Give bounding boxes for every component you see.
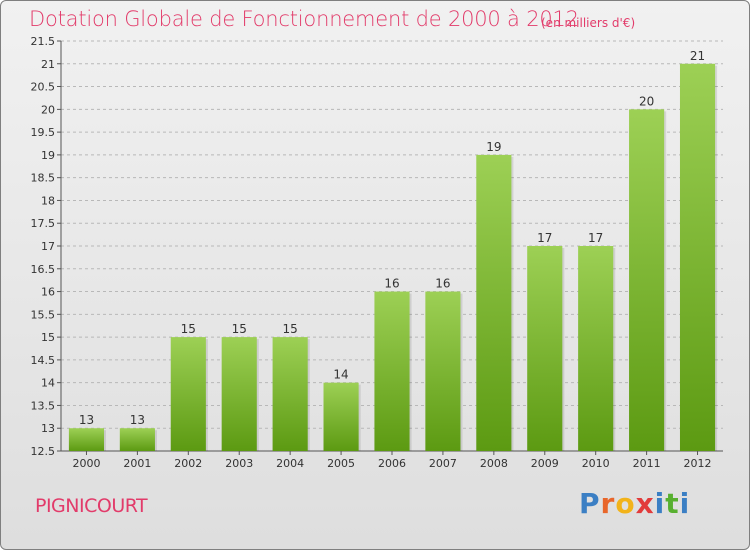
data-label: 16 xyxy=(384,277,399,291)
bar xyxy=(425,291,461,451)
bar xyxy=(527,246,563,451)
data-label: 17 xyxy=(537,231,552,245)
y-tick-label: 13 xyxy=(41,422,55,435)
x-tick-label: 2007 xyxy=(429,457,457,470)
y-tick-label: 21.5 xyxy=(31,35,56,48)
y-tick-label: 14 xyxy=(41,377,55,390)
data-label: 21 xyxy=(690,49,705,63)
logo-letter: P xyxy=(579,487,601,520)
y-tick-label: 17.5 xyxy=(31,217,56,230)
y-tick-label: 12.5 xyxy=(31,445,56,458)
bars xyxy=(68,63,718,452)
logo-letter: i xyxy=(654,487,666,520)
logo-letter: r xyxy=(600,487,616,520)
x-tick-labels: 2000 2001 2002 2003 2004 2005 2006 2007 2008 2009… xyxy=(72,457,711,470)
bar xyxy=(170,337,206,451)
x-tick-label: 2005 xyxy=(327,457,355,470)
chart-subtitle: (en milliers d'€) xyxy=(541,16,636,30)
data-label: 19 xyxy=(486,140,501,154)
x-tick-label: 2011 xyxy=(633,457,661,470)
x-tick-label: 2009 xyxy=(531,457,559,470)
bar xyxy=(272,337,308,451)
data-label: 15 xyxy=(181,322,196,336)
logo-letter: t xyxy=(665,487,680,520)
x-tick-label: 2010 xyxy=(582,457,610,470)
bar xyxy=(629,109,665,451)
y-tick-label: 20.5 xyxy=(31,81,56,94)
y-tick-label: 14.5 xyxy=(31,354,56,367)
data-label: 20 xyxy=(639,94,654,108)
proxiti-logo[interactable]: Proxiti xyxy=(579,487,690,520)
bar xyxy=(323,382,359,451)
y-tick-label: 19 xyxy=(41,149,55,162)
data-label: 15 xyxy=(283,322,298,336)
y-tick-label: 21 xyxy=(41,58,55,71)
x-tick-label: 2008 xyxy=(480,457,508,470)
x-tick-label: 2003 xyxy=(225,457,253,470)
y-tick-label: 18 xyxy=(41,194,55,207)
bar xyxy=(119,428,155,451)
y-tick-label: 17 xyxy=(41,240,55,253)
data-label: 14 xyxy=(333,368,348,382)
data-label: 13 xyxy=(79,413,94,427)
y-tick-label: 20 xyxy=(41,103,55,116)
bar xyxy=(578,246,614,451)
commune-name: PIGNICOURT xyxy=(35,495,148,517)
y-tick-label: 15 xyxy=(41,331,55,344)
x-tick-label: 2002 xyxy=(174,457,202,470)
chart-title: Dotation Globale de Fonctionnement de 20… xyxy=(29,7,579,31)
logo-letter: i xyxy=(679,487,691,520)
data-label: 17 xyxy=(588,231,603,245)
bar xyxy=(679,63,716,452)
x-tick-label: 2012 xyxy=(684,457,712,470)
y-tick-label: 18.5 xyxy=(31,172,56,185)
y-tick-labels: 12.5 13 13.5 14 14.5 15 15.5 16 16.5 17 17.5 18 18.5… xyxy=(31,35,56,458)
y-tick-label: 15.5 xyxy=(31,308,56,321)
bar xyxy=(374,291,410,451)
x-tick-label: 2001 xyxy=(123,457,151,470)
bar xyxy=(221,337,257,451)
data-label: 13 xyxy=(130,413,145,427)
x-tick-label: 2006 xyxy=(378,457,406,470)
x-tick-label: 2004 xyxy=(276,457,304,470)
y-tick-label: 19.5 xyxy=(31,126,56,139)
bar xyxy=(476,154,512,451)
logo-letter: x xyxy=(635,487,655,520)
data-label: 16 xyxy=(435,277,450,291)
logo-letter: o xyxy=(615,487,636,520)
y-tick-label: 13.5 xyxy=(31,399,56,412)
data-labels: 13 13 15 15 15 14 16 16 19 17 17 20 21 xyxy=(79,49,705,427)
y-tick-label: 16.5 xyxy=(31,263,56,276)
data-label: 15 xyxy=(232,322,247,336)
bar xyxy=(68,428,105,451)
x-tick-label: 2000 xyxy=(72,457,100,470)
y-tick-label: 16 xyxy=(41,286,55,299)
